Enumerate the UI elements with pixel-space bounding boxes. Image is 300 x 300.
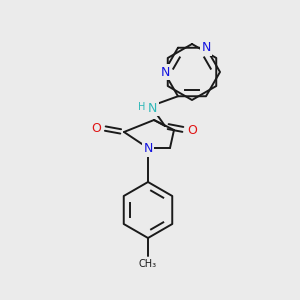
Text: N: N — [143, 142, 153, 155]
Text: O: O — [187, 124, 197, 136]
Text: N: N — [201, 41, 211, 54]
Text: N: N — [160, 65, 170, 79]
Text: H: H — [138, 102, 145, 112]
Text: N: N — [148, 101, 158, 115]
Text: O: O — [91, 122, 101, 134]
Text: CH₃: CH₃ — [139, 259, 157, 269]
